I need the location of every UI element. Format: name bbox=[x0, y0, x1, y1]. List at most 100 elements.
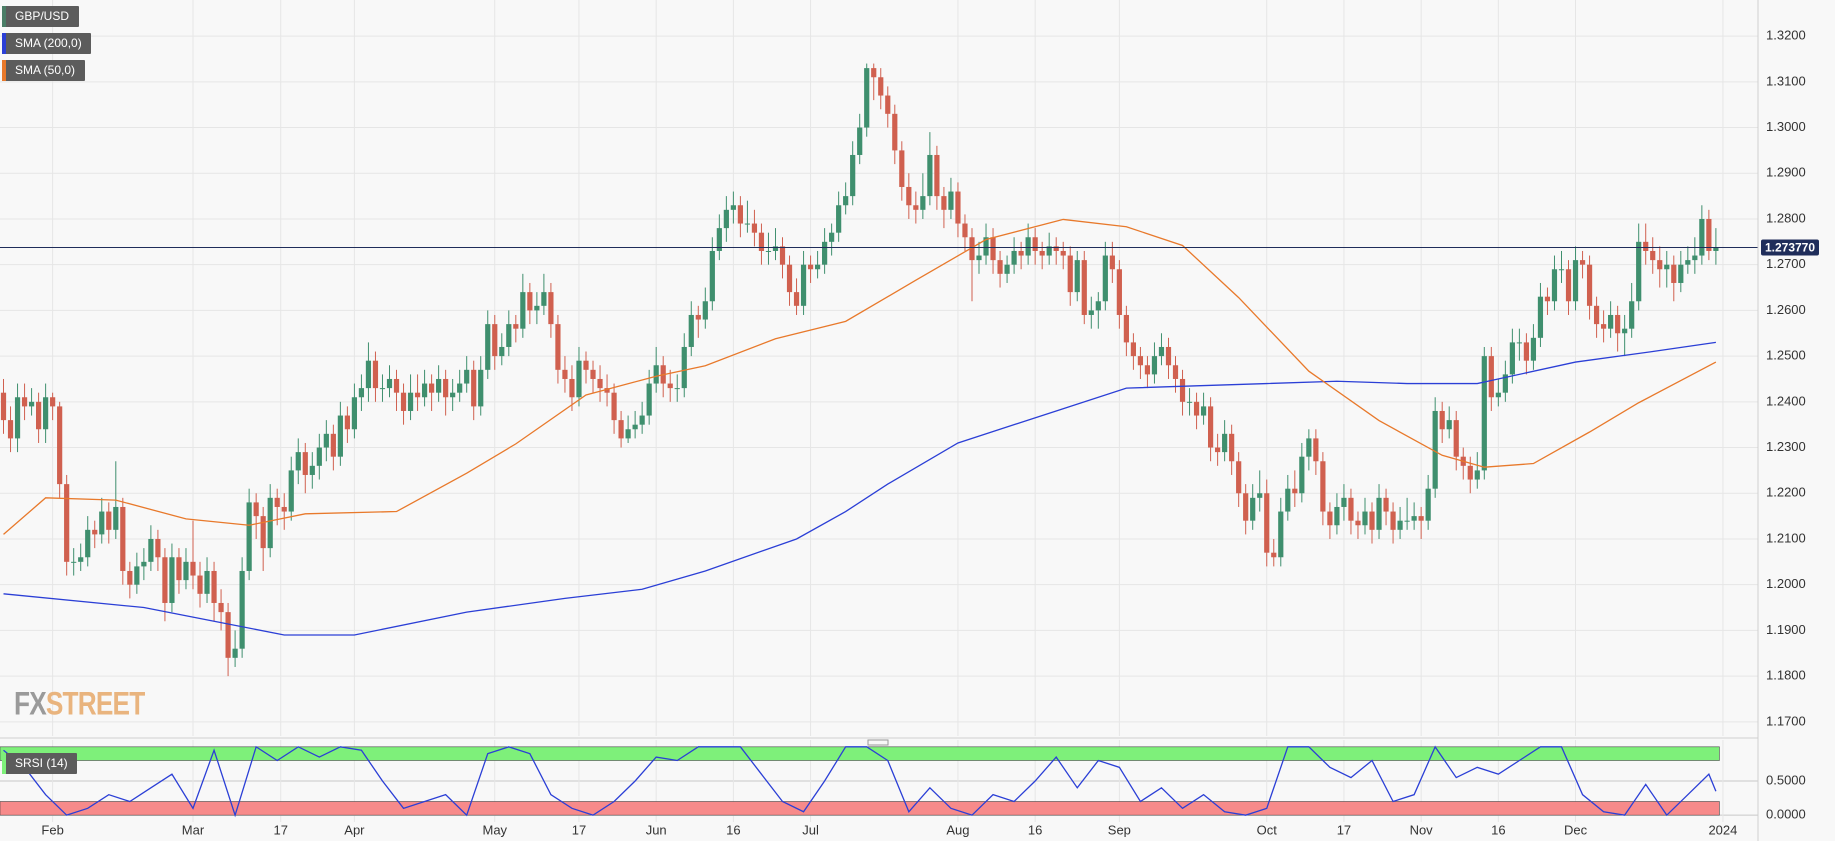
candle-body bbox=[1481, 356, 1487, 471]
candle-body bbox=[414, 392, 421, 398]
candle-body bbox=[1390, 511, 1396, 530]
candle-body bbox=[962, 223, 968, 238]
candle-body bbox=[7, 420, 14, 439]
candle-body bbox=[1502, 374, 1508, 393]
candle-body bbox=[1530, 337, 1537, 361]
candle-body bbox=[1025, 237, 1031, 256]
candle-body bbox=[1257, 493, 1263, 498]
candle-body bbox=[1657, 260, 1663, 270]
candle-body bbox=[1172, 365, 1179, 379]
candle-body bbox=[344, 415, 350, 430]
candle-body bbox=[1151, 356, 1158, 375]
candle-body bbox=[246, 502, 252, 571]
candle-body bbox=[1355, 520, 1361, 526]
legend-item: SRSI (14) bbox=[2, 753, 77, 774]
candle-body bbox=[976, 255, 982, 261]
legend-swatch bbox=[2, 33, 6, 54]
pane-resize-handle[interactable] bbox=[867, 739, 889, 746]
candle-body bbox=[1608, 314, 1614, 329]
candle-body bbox=[281, 506, 287, 512]
candle-body bbox=[1551, 269, 1558, 302]
candle-body bbox=[457, 383, 463, 393]
candle-body bbox=[28, 401, 35, 407]
legend-item: GBP/USD bbox=[2, 6, 79, 27]
candle-body bbox=[955, 191, 961, 224]
y-tick-label: 1.3000 bbox=[1766, 119, 1806, 134]
x-tick-label: Oct bbox=[1257, 822, 1278, 837]
y-tick-label: 1.1800 bbox=[1766, 668, 1806, 683]
candle-body bbox=[548, 292, 554, 325]
candle-body bbox=[765, 250, 772, 252]
candle-body bbox=[744, 223, 751, 225]
candle-body bbox=[541, 292, 547, 306]
candle-body bbox=[1685, 260, 1691, 265]
candle-body bbox=[1130, 342, 1137, 357]
candle-body bbox=[1713, 247, 1719, 251]
candle-body bbox=[1215, 447, 1221, 453]
x-tick-label: Jun bbox=[646, 822, 667, 837]
y-tick-label: 1.2700 bbox=[1766, 256, 1806, 271]
candle-body bbox=[1418, 516, 1424, 521]
candle-body bbox=[407, 392, 414, 411]
y-tick-label: 1.2500 bbox=[1766, 348, 1806, 363]
candle-body bbox=[1299, 456, 1305, 494]
candle-body bbox=[358, 388, 365, 398]
candle-body bbox=[674, 388, 680, 390]
candle-body bbox=[1622, 328, 1628, 334]
candle-body bbox=[871, 68, 877, 78]
candle-body bbox=[779, 246, 786, 265]
candle-body bbox=[1650, 250, 1656, 261]
candle-body bbox=[1081, 260, 1087, 315]
candle-body bbox=[1601, 324, 1607, 329]
candle-body bbox=[1439, 410, 1445, 430]
candle-body bbox=[604, 388, 610, 393]
x-tick-label: 2024 bbox=[1708, 822, 1737, 837]
candle-body bbox=[1411, 516, 1417, 521]
candle-body bbox=[1158, 346, 1165, 357]
candle-body bbox=[1369, 511, 1375, 530]
x-tick-label: 17 bbox=[273, 822, 287, 837]
candle-body bbox=[92, 529, 98, 535]
candle-body bbox=[1348, 497, 1354, 521]
candle-body bbox=[267, 497, 273, 549]
candle-body bbox=[1193, 401, 1200, 416]
last-price-label: 1.273770 bbox=[1765, 241, 1815, 255]
candle-body bbox=[1123, 314, 1129, 343]
legend-swatch bbox=[2, 60, 6, 81]
candle-body bbox=[878, 77, 884, 96]
candle-body bbox=[1664, 264, 1670, 270]
candle-body bbox=[1544, 296, 1551, 302]
candle-body bbox=[1565, 269, 1572, 302]
candle-body bbox=[1243, 493, 1249, 521]
legend-box bbox=[2, 60, 85, 81]
candle-body bbox=[232, 648, 238, 658]
candle-body bbox=[1678, 264, 1684, 283]
candle-body bbox=[814, 264, 821, 270]
candle-body bbox=[1425, 488, 1431, 521]
candle-body bbox=[218, 602, 224, 613]
candle-body bbox=[190, 561, 196, 576]
candle-body bbox=[1200, 406, 1207, 416]
x-tick-label: 16 bbox=[726, 822, 740, 837]
candle-body bbox=[274, 497, 280, 507]
legend-label: SMA (50,0) bbox=[15, 63, 75, 77]
candle-body bbox=[471, 369, 477, 407]
axes: 1.1700 1.1800 1.1900 1.2000 1.2100 1.2200 1.23… bbox=[41, 28, 1819, 837]
candle-body bbox=[1236, 461, 1242, 494]
candle-body bbox=[429, 383, 435, 393]
candle-body bbox=[71, 561, 77, 563]
candle-body bbox=[1053, 246, 1059, 251]
candle-body bbox=[260, 516, 266, 549]
candle-body bbox=[590, 369, 596, 379]
candle-body bbox=[646, 383, 652, 416]
candle-body bbox=[786, 264, 793, 293]
candle-body bbox=[1179, 378, 1186, 402]
candle-body bbox=[857, 127, 863, 155]
candle-body bbox=[1074, 260, 1080, 293]
candle-body bbox=[527, 292, 533, 311]
candle-body bbox=[155, 538, 161, 558]
y-tick-label: 1.3200 bbox=[1766, 28, 1806, 43]
y-tick-label: 1.2400 bbox=[1766, 393, 1806, 408]
candle-body bbox=[850, 154, 856, 197]
